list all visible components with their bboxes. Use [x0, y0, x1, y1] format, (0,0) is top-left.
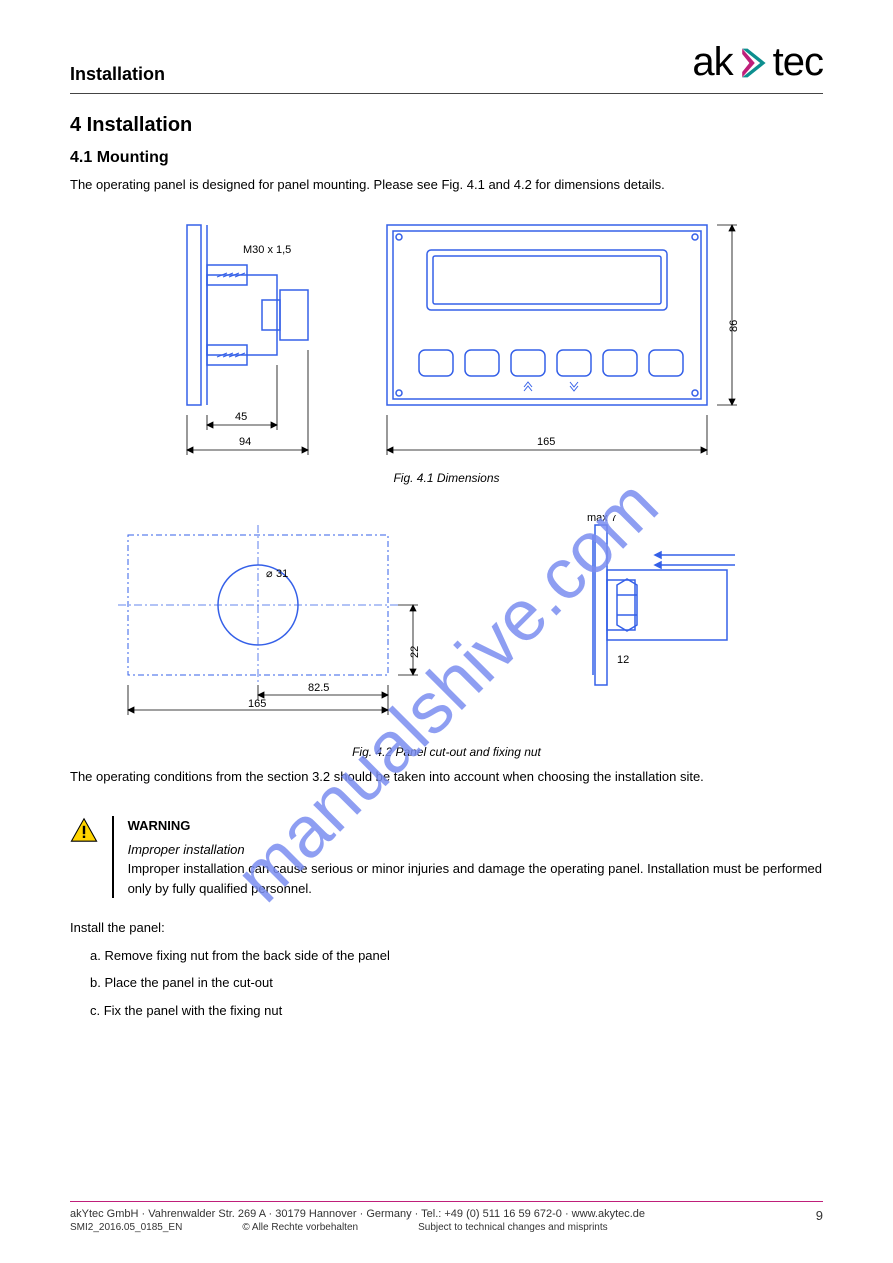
dim-front-w: 165	[537, 436, 555, 448]
footer-model: SMI2_2016.05_0185_EN	[70, 1222, 182, 1233]
warning-block: WARNING Improper installation Improper i…	[70, 816, 823, 898]
dim-side-inner: 45	[235, 411, 247, 423]
brand-logo: ak tec	[692, 40, 823, 85]
dim-nut-width: 12	[617, 654, 629, 666]
dim-hole-dia: 31	[276, 568, 288, 580]
heading-4-1: 4.1 Mounting	[70, 149, 823, 167]
figure-front-view: 86 165	[377, 205, 747, 465]
dim-cutout-w: 165	[248, 698, 266, 710]
paragraph-conditions: The operating conditions from the sectio…	[70, 767, 823, 787]
step-c: c. Fix the panel with the fixing nut	[90, 1001, 823, 1021]
warning-divider	[112, 816, 114, 898]
footer-address: akYtec GmbH · Vahrenwalder Str. 269 A · …	[70, 1208, 645, 1220]
figure-4-2: ⌀ 31 165 82.5 22	[70, 515, 823, 759]
dim-cutout-h: 22	[409, 645, 421, 657]
step-a: a. Remove fixing nut from the back side …	[90, 946, 823, 966]
step-b: b. Place the panel in the cut-out	[90, 973, 823, 993]
page-footer: akYtec GmbH · Vahrenwalder Str. 269 A · …	[70, 1201, 823, 1233]
heading-4: 4 Installation	[70, 114, 823, 137]
dim-front-h: 86	[728, 319, 740, 331]
paragraph-intro: The operating panel is designed for pane…	[70, 175, 823, 195]
warning-text: WARNING Improper installation Improper i…	[128, 816, 823, 898]
dim-thread: M30 x 1,5	[243, 244, 291, 256]
dim-hole-dia-symbol: ⌀	[266, 568, 273, 580]
page-header: Installation ak tec	[70, 40, 823, 94]
figure-4-1-caption: Fig. 4.1 Dimensions	[70, 471, 823, 485]
page-number: 9	[816, 1208, 823, 1233]
logo-text-right: tec	[773, 40, 823, 85]
footer-subject: Subject to technical changes and misprin…	[418, 1222, 608, 1233]
figure-4-2-caption: Fig. 4.2 Panel cut-out and fixing nut	[70, 745, 823, 759]
logo-chevron-icon	[735, 45, 771, 81]
figure-cutout: ⌀ 31 165 82.5 22	[108, 515, 428, 735]
dim-panel-thickness: max 7	[587, 515, 617, 524]
footer-copyright: © Alle Rechte vorbehalten	[242, 1222, 358, 1233]
warning-icon	[70, 816, 98, 849]
dim-side-depth: 94	[239, 436, 251, 448]
warning-title: WARNING	[128, 816, 823, 836]
figure-fixing-nut: max 7 12	[525, 515, 785, 715]
section-title: Installation	[70, 64, 165, 85]
install-intro: Install the panel:	[70, 918, 823, 938]
figure-4-1: 45 94 M30 x 1,5	[70, 205, 823, 485]
warning-subtitle: Improper installation	[128, 842, 245, 857]
warning-body: Improper installation can cause serious …	[128, 861, 822, 896]
figure-side-view: 45 94 M30 x 1,5	[147, 205, 357, 465]
logo-text-left: ak	[692, 40, 732, 85]
dim-cutout-offset: 82.5	[308, 682, 329, 694]
